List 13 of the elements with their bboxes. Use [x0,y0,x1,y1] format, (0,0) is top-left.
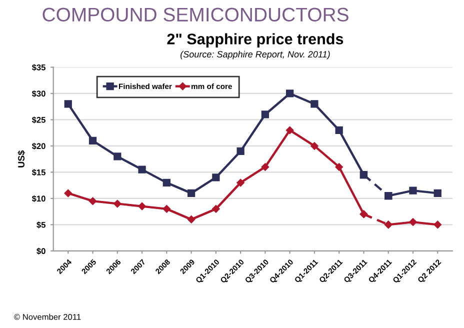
y-tick-label: $10 [32,195,46,202]
y-tick-label: $5 [36,222,46,228]
chart-subtitle: (Source: Sapphire Report, Nov. 2011) [180,50,330,60]
y-tick-label: $15 [32,169,46,176]
y-tick-label: $35 [32,64,46,71]
y-tick-label: $20 [32,142,46,150]
text: COMPOUND SEMICONDUCTORS [42,8,348,22]
y-tick-label: $30 [32,90,46,98]
y-axis-title: US$ [18,150,26,168]
chart-title: 2" Sapphire price trends [167,33,344,48]
y-tick-label: $0 [36,248,46,255]
text: © November 2011 [14,314,81,320]
y-tick-label: $25 [32,116,46,124]
